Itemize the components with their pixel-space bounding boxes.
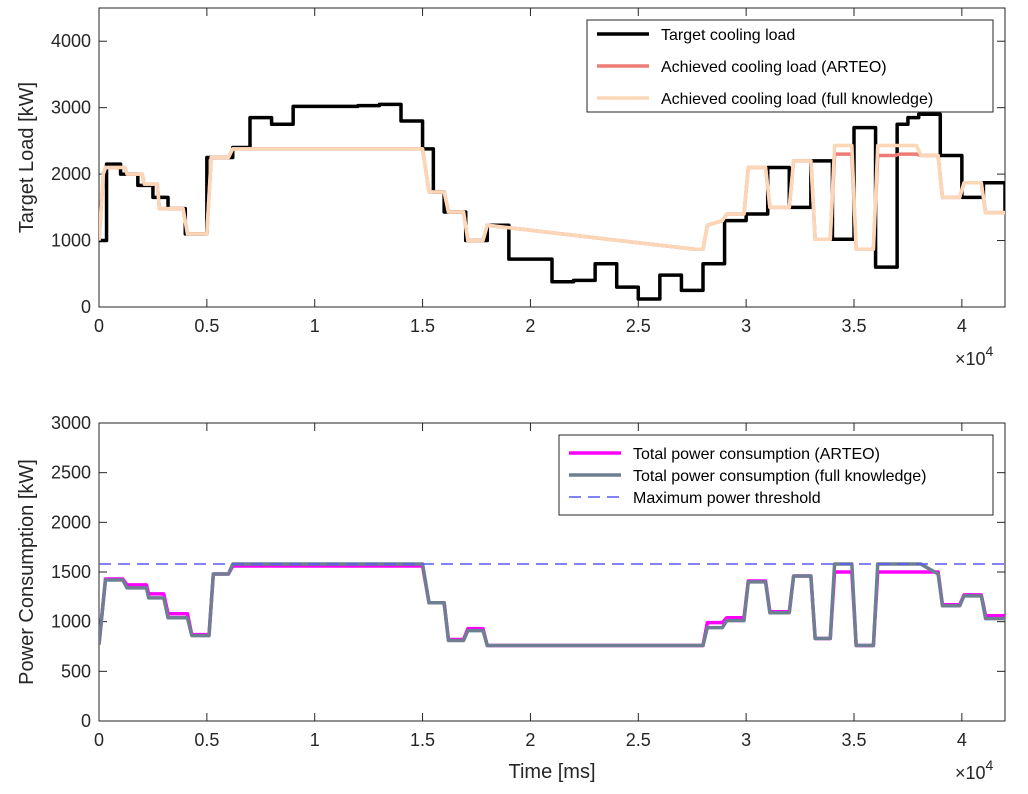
chart-2: 0 0.5 1 1.5 2 2.5 3 3.5 4 0 500 1000 1500 2000 2500 300… xyxy=(16,413,1006,783)
x-axis-label: Time [ms] xyxy=(508,761,595,783)
series-line-3 xyxy=(99,143,1005,251)
y-tick-label: 0 xyxy=(81,711,91,731)
y-tick-label: 0 xyxy=(81,297,91,317)
legend-box xyxy=(558,434,994,516)
x-tick-label: 3.5 xyxy=(841,730,866,750)
x-exponent-base: ×10 xyxy=(955,763,986,783)
x-tick-label: 4 xyxy=(957,730,967,750)
legend: Target cooling load Achieved cooling load… xyxy=(586,19,994,113)
x-tick-label: 2.5 xyxy=(626,316,651,336)
y-tick-label: 1000 xyxy=(51,231,91,251)
x-tick-label: 0.5 xyxy=(194,316,219,336)
x-tick-label: 2 xyxy=(525,730,535,750)
x-tick-label: 3 xyxy=(741,730,751,750)
legend-box xyxy=(586,19,994,113)
y-axis-label: Target Load [kW] xyxy=(16,82,38,233)
y-tick-label: 2000 xyxy=(51,512,91,532)
x-exponent-power: 4 xyxy=(986,343,994,359)
chart-1: 0 0.5 1 1.5 2 2.5 3 3.5 401000200030004000×104Ta… xyxy=(16,7,1006,369)
x-tick-label: 0.5 xyxy=(194,730,219,750)
y-tick-label: 1500 xyxy=(51,562,91,582)
x-tick-label: 2 xyxy=(525,316,535,336)
legend-label-2: Total power consumption (full knowledge) xyxy=(633,468,926,485)
y-tick-label: 2000 xyxy=(51,164,91,184)
y-tick-label: 1000 xyxy=(51,612,91,632)
x-exponent-label: ×104 xyxy=(955,757,994,783)
legend: Total power consumption (ARTEO) Total pow… xyxy=(558,434,994,516)
x-tick-label: 3 xyxy=(741,316,751,336)
legend-label-3: Achieved cooling load (full knowledge) xyxy=(661,91,933,108)
legend-label-3: Maximum power threshold xyxy=(633,490,821,507)
y-tick-label: 2500 xyxy=(51,463,91,483)
legend-label-1: Target cooling load xyxy=(661,27,795,44)
x-tick-label: 4 xyxy=(957,316,967,336)
legend-label-1: Total power consumption (ARTEO) xyxy=(633,446,880,463)
x-exponent-power: 4 xyxy=(986,757,994,773)
x-tick-label: 0 xyxy=(94,730,104,750)
y-tick-label: 3000 xyxy=(51,98,91,118)
x-tick-label: 1.5 xyxy=(410,730,435,750)
x-exponent-label: ×104 xyxy=(955,343,994,369)
x-exponent-base: ×10 xyxy=(955,349,986,369)
x-tick-label: 3.5 xyxy=(841,316,866,336)
legend-label-2: Achieved cooling load (ARTEO) xyxy=(661,59,887,76)
y-tick-label: 3000 xyxy=(51,413,91,433)
x-tick-label: 1 xyxy=(310,316,320,336)
x-tick-label: 2.5 xyxy=(626,730,651,750)
y-axis-label: Power Consumption [kW] xyxy=(16,459,38,685)
x-tick-label: 1 xyxy=(310,730,320,750)
y-tick-label: 500 xyxy=(61,661,91,681)
y-tick-label: 4000 xyxy=(51,31,91,51)
x-tick-label: 1.5 xyxy=(410,316,435,336)
x-tick-label: 0 xyxy=(94,316,104,336)
